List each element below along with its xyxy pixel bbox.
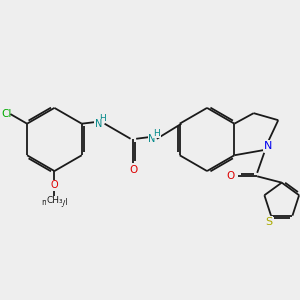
Text: Cl: Cl: [1, 109, 11, 119]
Text: O: O: [129, 165, 137, 175]
Text: N: N: [148, 134, 156, 145]
Text: O: O: [51, 180, 58, 190]
Text: CH₃: CH₃: [46, 196, 63, 206]
Text: O: O: [226, 171, 234, 181]
Text: H: H: [99, 114, 106, 123]
Text: N: N: [263, 141, 272, 151]
Text: N: N: [94, 119, 102, 129]
Text: S: S: [266, 217, 273, 227]
Text: methyl: methyl: [41, 198, 68, 207]
Text: H: H: [154, 129, 160, 138]
